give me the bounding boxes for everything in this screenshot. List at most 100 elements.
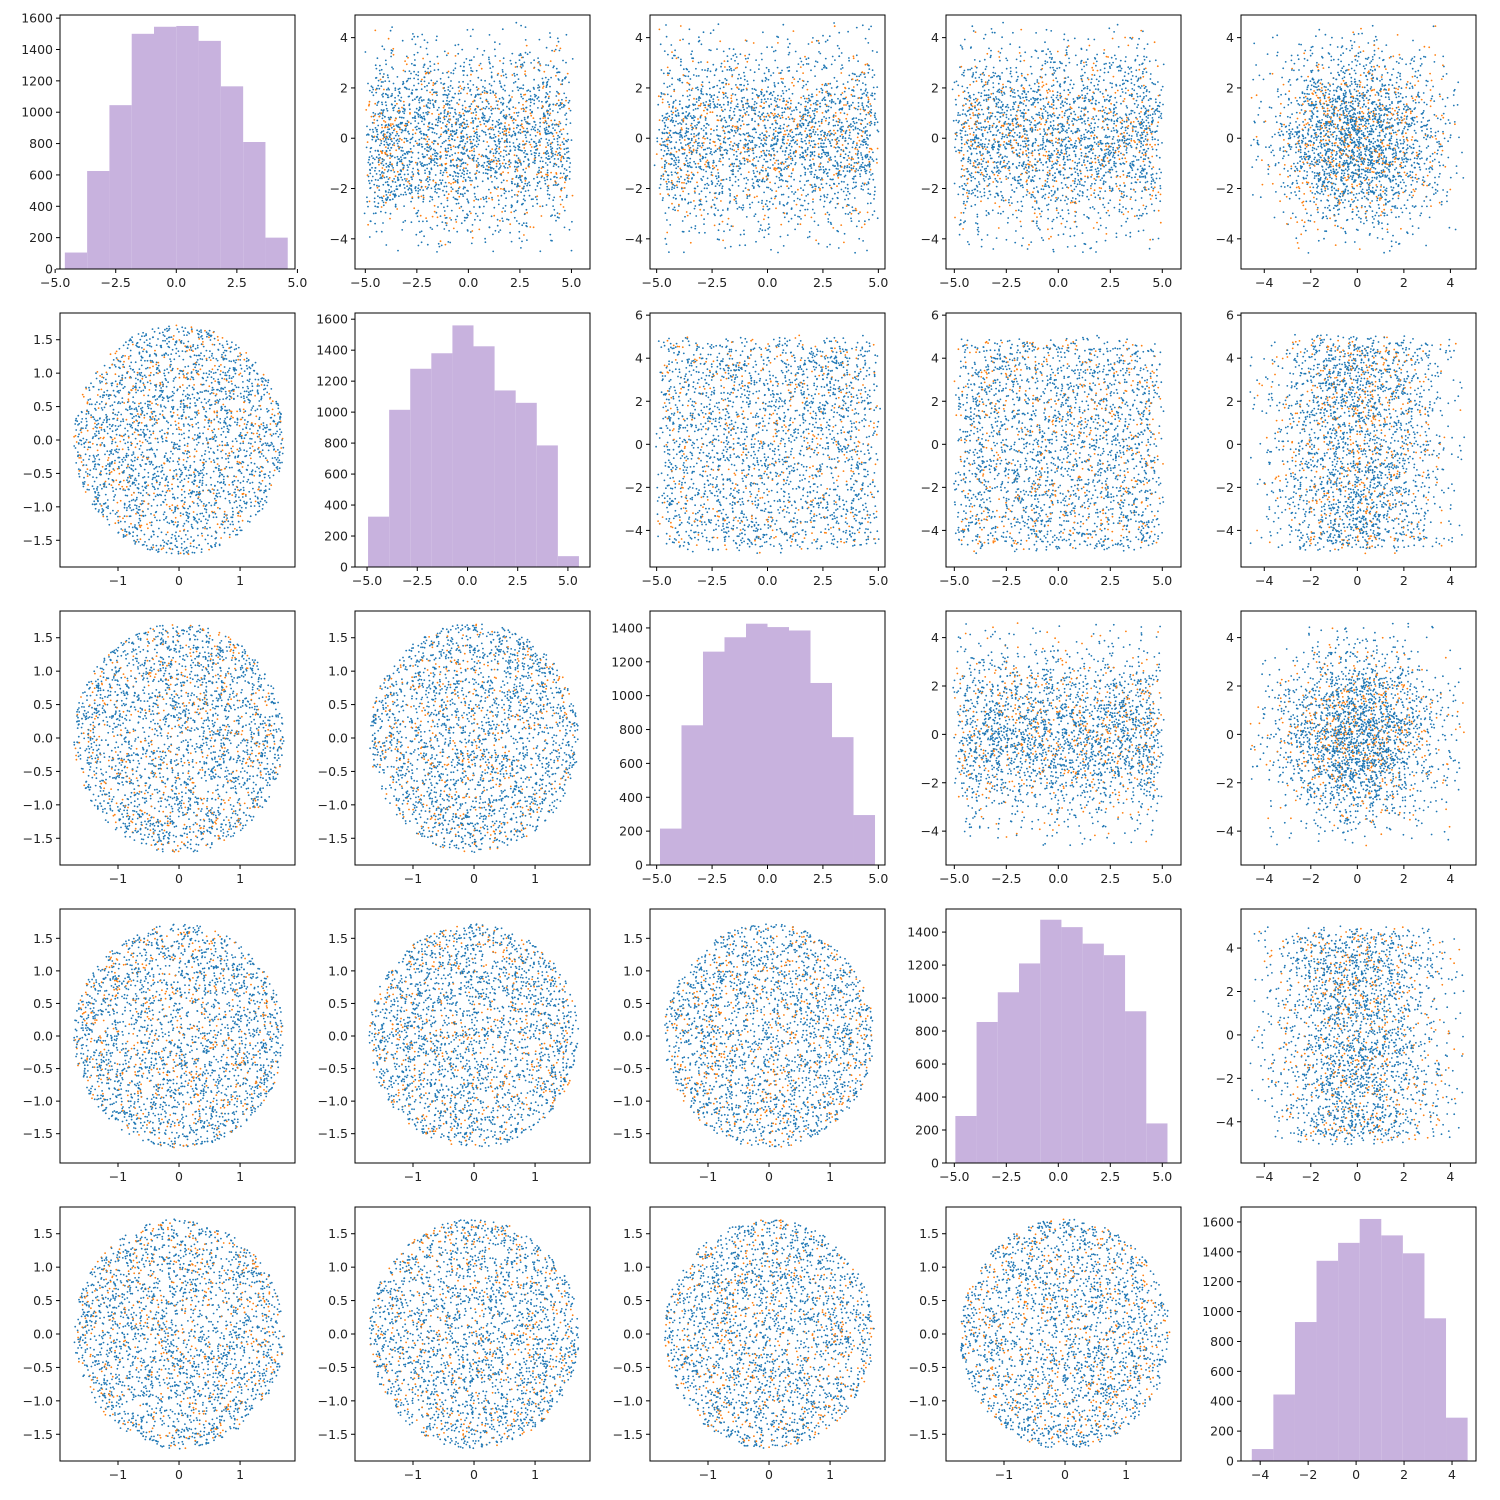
scatter-point	[470, 141, 472, 143]
scatter-point	[417, 52, 419, 54]
scatter-point	[505, 133, 507, 135]
scatter-point	[391, 140, 393, 142]
scatter-point	[479, 207, 481, 209]
scatter-point	[446, 54, 448, 56]
scatter-point	[453, 69, 455, 71]
scatter-point	[372, 162, 374, 164]
scatter-point	[489, 227, 491, 229]
scatter-point	[381, 104, 383, 106]
scatter-point	[531, 129, 533, 131]
scatter-point	[440, 134, 442, 136]
scatter-point	[412, 134, 414, 136]
scatter-point	[406, 88, 408, 90]
scatter-point	[441, 245, 443, 247]
scatter-point	[524, 150, 526, 152]
scatter-point	[539, 118, 541, 120]
scatter-point	[457, 157, 459, 159]
scatter-point	[469, 90, 471, 92]
scatter-point	[491, 72, 493, 74]
scatter-point	[484, 87, 486, 89]
scatter-point	[518, 112, 520, 114]
scatter-point	[382, 161, 384, 163]
scatter-point	[368, 176, 370, 178]
scatter-point	[473, 131, 475, 133]
scatter-point	[430, 196, 432, 198]
scatter-point	[546, 123, 548, 125]
scatter-point	[496, 188, 498, 190]
scatter-point	[563, 157, 565, 159]
scatter-point	[457, 192, 459, 194]
scatter-point	[478, 139, 480, 141]
scatter-point	[529, 185, 531, 187]
scatter-point	[383, 48, 385, 50]
scatter-point	[499, 220, 501, 222]
scatter-point	[409, 108, 411, 110]
scatter-point	[419, 161, 421, 163]
scatter-point	[472, 120, 474, 122]
scatter-point	[568, 102, 570, 104]
scatter-point	[444, 112, 446, 114]
scatter-point	[391, 52, 393, 54]
scatter-point	[496, 145, 498, 147]
scatter-point	[509, 146, 511, 148]
scatter-point	[445, 222, 447, 224]
scatter-point	[489, 133, 491, 135]
scatter-point	[488, 161, 490, 163]
scatter-point	[463, 188, 465, 190]
scatter-point	[551, 240, 553, 242]
scatter-point	[467, 164, 469, 166]
scatter-point	[366, 147, 368, 149]
scatter-point	[404, 153, 406, 155]
scatter-point	[464, 193, 466, 195]
scatter-point	[499, 229, 501, 231]
scatter-point	[404, 125, 406, 127]
scatter-point	[454, 172, 456, 174]
scatter-point	[409, 183, 411, 185]
scatter-point	[569, 178, 571, 180]
scatter-point	[491, 75, 493, 77]
scatter-point	[520, 53, 522, 55]
scatter-point	[554, 163, 556, 165]
scatter-point	[511, 190, 513, 192]
scatter-point	[446, 191, 448, 193]
scatter-point	[403, 104, 405, 106]
scatter-point	[540, 171, 542, 173]
scatter-point	[486, 91, 488, 93]
scatter-point	[373, 119, 375, 121]
scatter-point	[552, 205, 554, 207]
scatter-point	[569, 229, 571, 231]
scatter-point	[442, 174, 444, 176]
scatter-point	[509, 108, 511, 110]
scatter-point	[383, 159, 385, 161]
scatter-point	[538, 153, 540, 155]
scatter-point	[565, 97, 567, 99]
scatter-point	[566, 195, 568, 197]
scatter-point	[470, 143, 472, 145]
scatter-point	[546, 85, 548, 87]
scatter-point	[429, 177, 431, 179]
scatter-point	[520, 125, 522, 127]
scatter-point	[376, 88, 378, 90]
scatter-point	[523, 94, 525, 96]
scatter-point	[482, 114, 484, 116]
scatter-point	[403, 205, 405, 207]
scatter-point	[390, 30, 392, 32]
scatter-point	[528, 164, 530, 166]
scatter-point	[463, 167, 465, 169]
scatter-point	[443, 105, 445, 107]
scatter-point	[547, 187, 549, 189]
scatter-point	[515, 147, 517, 149]
scatter-point	[477, 162, 479, 164]
scatter-point	[477, 77, 479, 79]
scatter-point	[383, 130, 385, 132]
scatter-point	[434, 153, 436, 155]
scatter-point	[426, 90, 428, 92]
scatter-point	[556, 124, 558, 126]
scatter-point	[495, 153, 497, 155]
scatter-point	[446, 100, 448, 102]
scatter-point	[382, 96, 384, 98]
scatter-point	[421, 230, 423, 232]
scatter-point	[417, 169, 419, 171]
scatter-point	[545, 101, 547, 103]
scatter-point	[509, 134, 511, 136]
